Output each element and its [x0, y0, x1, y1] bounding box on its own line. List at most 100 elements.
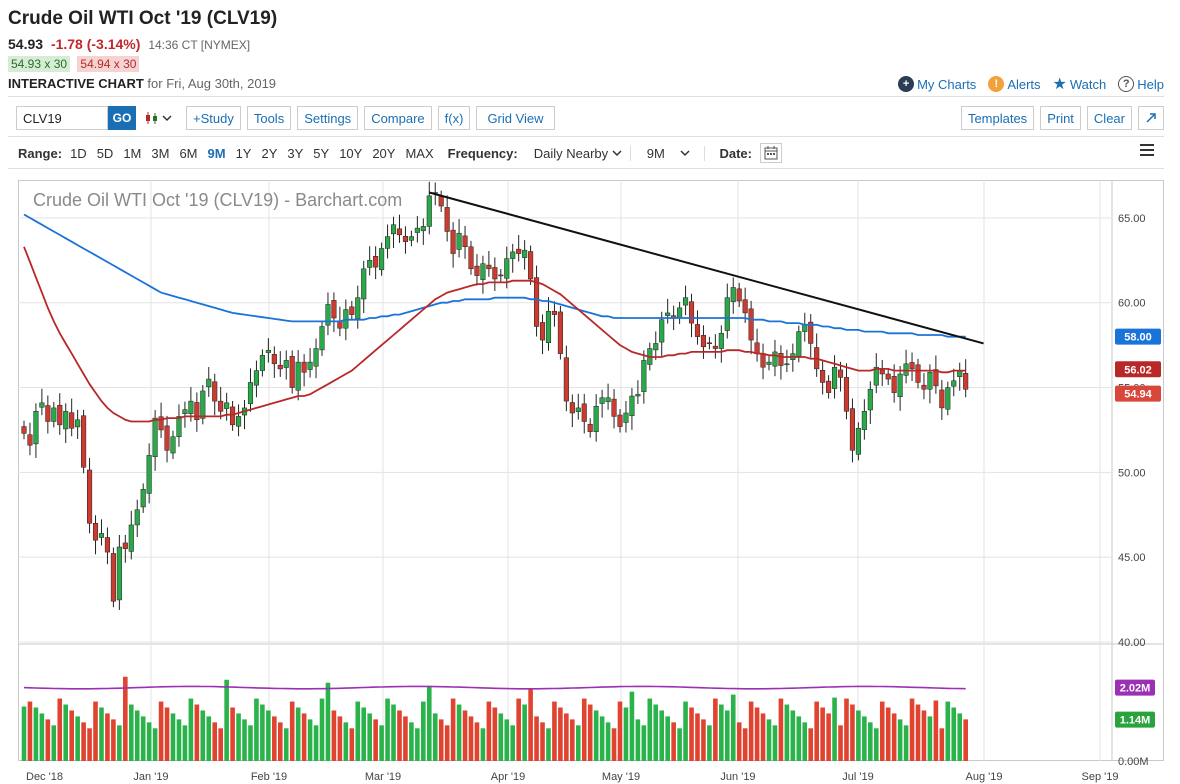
help-link[interactable]: ? Help [1118, 76, 1164, 92]
templates-button[interactable]: Templates [960, 106, 1035, 130]
volume-bar [748, 701, 754, 761]
hamburger-menu-icon[interactable] [1140, 144, 1154, 156]
volume-bar [564, 713, 569, 761]
range-option-10y[interactable]: 10Y [339, 145, 363, 161]
volume-bar [289, 701, 295, 761]
candle [778, 353, 784, 366]
x-tick-label: Jan '19 [133, 771, 168, 783]
candle [128, 524, 134, 552]
volume-bar [856, 710, 861, 761]
volume-bar [790, 710, 796, 761]
period-select[interactable]: 9M [647, 145, 706, 161]
chevron-down-icon [680, 149, 690, 156]
frequency-select[interactable]: Daily Nearby [534, 145, 631, 161]
volume-bar [170, 713, 176, 761]
clear-button[interactable]: Clear [1086, 106, 1132, 130]
plus-circle-icon: + [898, 76, 915, 92]
settings-button[interactable]: Settings [297, 106, 359, 130]
volume-bar [772, 725, 778, 761]
volume-bar [629, 691, 635, 761]
price-badge [1115, 385, 1161, 402]
range-option-9m[interactable]: 9M [207, 145, 226, 161]
range-option-5y[interactable]: 5Y [313, 145, 330, 161]
toolbar-right: Templates Print Clear [955, 106, 1164, 130]
range-option-3y[interactable]: 3Y [287, 145, 304, 161]
chart-type-select[interactable] [144, 110, 172, 126]
volume-bar [438, 719, 444, 761]
range-option-6m[interactable]: 6M [179, 145, 198, 161]
volume-bar [611, 728, 617, 761]
x-tick-label: May '19 [602, 771, 640, 783]
candle [605, 397, 611, 403]
volume-bar [599, 716, 605, 761]
volume-bar [164, 707, 170, 761]
candle [420, 226, 426, 232]
range-option-2y[interactable]: 2Y [261, 145, 278, 161]
price-tick-label: 65.00 [1118, 213, 1146, 225]
trend-line[interactable] [429, 191, 984, 345]
candle [140, 489, 146, 508]
tools-button[interactable]: Tools [246, 106, 292, 130]
volume-bar [605, 722, 611, 761]
volume-bar [87, 728, 92, 761]
volume-bar [778, 698, 784, 761]
candle [116, 546, 122, 601]
candle [945, 387, 951, 410]
candle [367, 260, 373, 268]
candle [826, 380, 832, 393]
range-option-1d[interactable]: 1D [70, 145, 87, 161]
volume-bar [623, 707, 629, 761]
candle [474, 265, 480, 276]
candle [897, 373, 903, 397]
range-option-20y[interactable]: 20Y [372, 145, 396, 161]
my-charts-link[interactable]: + My Charts [898, 76, 976, 92]
range-option-1y[interactable]: 1Y [235, 145, 252, 161]
compare-button[interactable]: Compare [364, 106, 432, 130]
candle [224, 402, 230, 409]
candle [253, 370, 259, 386]
range-option-5d[interactable]: 5D [96, 145, 114, 161]
go-button[interactable]: GO [108, 106, 136, 130]
price-badge-label: 56.02 [1124, 364, 1152, 376]
volume-bar [27, 701, 33, 761]
volume-bar [587, 704, 593, 761]
interactive-chart-label: INTERACTIVE CHART for Fri, Aug 30th, 201… [8, 76, 276, 91]
alerts-link[interactable]: ! Alerts [988, 76, 1041, 92]
volume-bar [361, 707, 367, 761]
quote-time: 14:36 CT [NYMEX] [148, 38, 251, 52]
volume-bar [921, 710, 927, 761]
candle [69, 412, 75, 429]
volume-bar [724, 710, 730, 761]
volume-bar [81, 722, 86, 761]
candle [98, 533, 105, 538]
range-option-1m[interactable]: 1M [123, 145, 142, 161]
range-option-3m[interactable]: 3M [151, 145, 170, 161]
volume-bar [331, 710, 337, 761]
candle [146, 455, 152, 494]
volume-bar [349, 728, 355, 761]
candle [21, 426, 27, 434]
study-button[interactable]: +Study [186, 106, 241, 130]
expand-icon [1146, 113, 1156, 123]
watch-link[interactable]: ★ Watch [1053, 76, 1107, 93]
date-label: Date: [719, 145, 752, 161]
candle [426, 195, 432, 227]
volume-bar [647, 698, 653, 761]
divider [8, 136, 1164, 137]
volume-bar [736, 722, 742, 761]
print-button[interactable]: Print [1040, 106, 1081, 130]
volume-bar [707, 725, 712, 761]
candle [313, 348, 319, 367]
expand-button[interactable] [1138, 106, 1164, 130]
fx-button[interactable]: f(x) [437, 106, 471, 130]
grid-view-button[interactable]: Grid View [476, 106, 555, 130]
candle [170, 436, 176, 454]
range-option-max[interactable]: MAX [405, 145, 434, 161]
candle [45, 405, 51, 422]
volume-bar [105, 713, 110, 761]
candle [545, 310, 552, 344]
date-picker[interactable] [759, 143, 782, 163]
symbol-input[interactable] [16, 106, 108, 130]
